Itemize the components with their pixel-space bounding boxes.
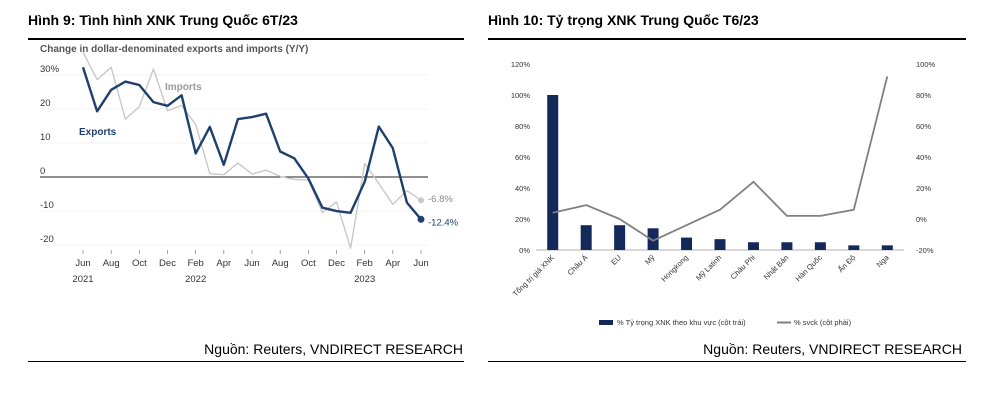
bar — [814, 242, 826, 250]
bar — [848, 245, 860, 250]
x-tick-label: Dec — [159, 258, 176, 269]
right-figure: Hình 10: Tỷ trọng XNK Trung Quốc T6/23 0… — [484, 0, 974, 414]
y-tick-label: 30% — [40, 64, 60, 75]
x-tick-label: Jun — [413, 258, 428, 269]
bar — [547, 95, 559, 250]
y-tick-label: 20 — [40, 98, 51, 109]
source-note: Nguồn: Reuters, VNDIRECT RESEARCH — [204, 341, 463, 357]
right-axis-tick: 0% — [916, 215, 927, 224]
x-tick-year: 2021 — [72, 274, 93, 285]
series-end-dot-imports — [418, 197, 424, 204]
x-tick-label: Oct — [132, 258, 147, 269]
source-rule — [488, 361, 966, 362]
x-tick-label: Feb — [187, 258, 203, 269]
yoy-growth-line — [552, 76, 889, 242]
left-axis-tick: 120% — [511, 60, 531, 69]
x-tick-label: Jun — [75, 258, 90, 269]
bar — [714, 239, 726, 250]
category-label: Tổng trị giá XNK — [511, 253, 556, 298]
category-label: Ấn Độ — [835, 252, 857, 274]
category-label: Nhật Bản — [762, 253, 790, 281]
export-import-line-chart: Change in dollar-denominated exports and… — [40, 44, 459, 285]
right-axis-tick: 60% — [916, 122, 931, 131]
left-axis-tick: 60% — [515, 153, 530, 162]
category-label: Hàn Quốc — [794, 253, 824, 283]
bar — [647, 228, 659, 250]
title-rule — [28, 38, 464, 40]
figure-10-title: Hình 10: Tỷ trọng XNK Trung Quốc T6/23 — [488, 12, 759, 28]
right-axis-tick: -20% — [916, 246, 934, 255]
left-figure: Hình 9: Tình hình XNK Trung Quốc 6T/23 C… — [0, 0, 470, 414]
series-label-exports: Exports — [79, 127, 117, 138]
series-line-imports — [82, 51, 422, 250]
x-tick-label: Dec — [328, 258, 345, 269]
category-label: Châu Phi — [729, 253, 757, 281]
x-tick-label: Apr — [216, 258, 231, 269]
series-label-imports: Imports — [165, 82, 202, 93]
x-tick-label: Apr — [385, 258, 400, 269]
left-axis-tick: 0% — [519, 246, 530, 255]
legend-label-bar: % Tỷ trọng XNK theo khu vực (cột trái) — [617, 318, 746, 327]
bar — [781, 242, 793, 250]
source-note: Nguồn: Reuters, VNDIRECT RESEARCH — [703, 341, 962, 357]
x-tick-year: 2023 — [354, 274, 375, 285]
y-tick-label: 0 — [40, 166, 45, 177]
bar — [747, 242, 759, 250]
title-rule — [488, 38, 966, 40]
left-axis-tick: 80% — [515, 122, 530, 131]
series-line-exports — [81, 66, 422, 221]
bar — [580, 225, 592, 250]
trade-share-bar-chart: 0% 20% 40% 60% 80% 100% 120% -20% 0% 20% 40% 60% 80%… — [511, 60, 936, 327]
chart-title: Change in dollar-denominated exports and… — [40, 44, 308, 55]
y-tick-label: -10 — [40, 200, 54, 211]
series-end-dot-exports — [417, 215, 425, 223]
category-label: Nga — [875, 252, 892, 269]
legend-swatch-bar — [599, 320, 613, 325]
category-label: Châu Á — [566, 253, 590, 277]
left-axis-tick: 20% — [515, 215, 530, 224]
y-tick-label: 10 — [40, 132, 51, 143]
right-axis-tick: 80% — [916, 91, 931, 100]
x-tick-label: Aug — [272, 258, 289, 269]
category-label: Hongkong — [659, 253, 690, 284]
left-axis-tick: 100% — [511, 91, 531, 100]
x-tick-label: Feb — [356, 258, 372, 269]
category-label: Mỹ — [643, 253, 657, 267]
x-tick-year: 2022 — [185, 274, 206, 285]
y-tick-label: -20 — [40, 234, 54, 245]
legend-label-line: % svck (cột phải) — [794, 318, 852, 327]
figure-9-title: Hình 9: Tình hình XNK Trung Quốc 6T/23 — [28, 12, 298, 28]
category-label: Mỹ Latinh — [694, 253, 723, 282]
bar — [614, 225, 626, 250]
right-axis-tick: 20% — [916, 184, 931, 193]
bar — [681, 237, 693, 250]
right-axis-tick: 100% — [916, 60, 936, 69]
x-tick-label: Jun — [244, 258, 259, 269]
x-tick-label: Aug — [103, 258, 120, 269]
source-rule — [28, 361, 464, 362]
category-label: EU — [609, 253, 623, 267]
right-axis-tick: 40% — [916, 153, 931, 162]
left-axis-tick: 40% — [515, 184, 530, 193]
series-end-label-imports: -6.8% — [428, 194, 453, 205]
series-end-label-exports: -12.4% — [428, 217, 459, 228]
bar — [881, 245, 893, 250]
x-tick-label: Oct — [301, 258, 316, 269]
